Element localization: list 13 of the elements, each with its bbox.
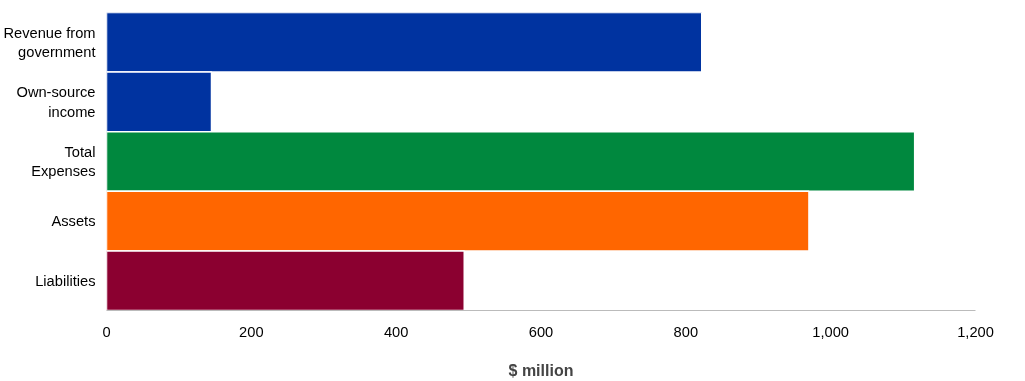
y-tick-label: Revenue from government: [3, 24, 96, 60]
y-tick-label: Total Expenses: [31, 143, 96, 180]
x-tick-label: 1,200: [957, 323, 994, 340]
y-tick-label: Assets: [51, 213, 96, 230]
x-tick-label: 200: [239, 323, 264, 340]
x-tick-label: 800: [673, 323, 699, 340]
y-tick-label: Own-source income: [16, 84, 96, 120]
x-tick-label: 0: [102, 323, 111, 340]
x-tick-label: 1,000: [812, 323, 850, 340]
x-tick-label: 400: [383, 323, 409, 340]
x-tick-label: 600: [528, 323, 554, 340]
y-tick-label: Liabilities: [35, 272, 96, 289]
x-axis-title: $ million: [508, 361, 574, 379]
